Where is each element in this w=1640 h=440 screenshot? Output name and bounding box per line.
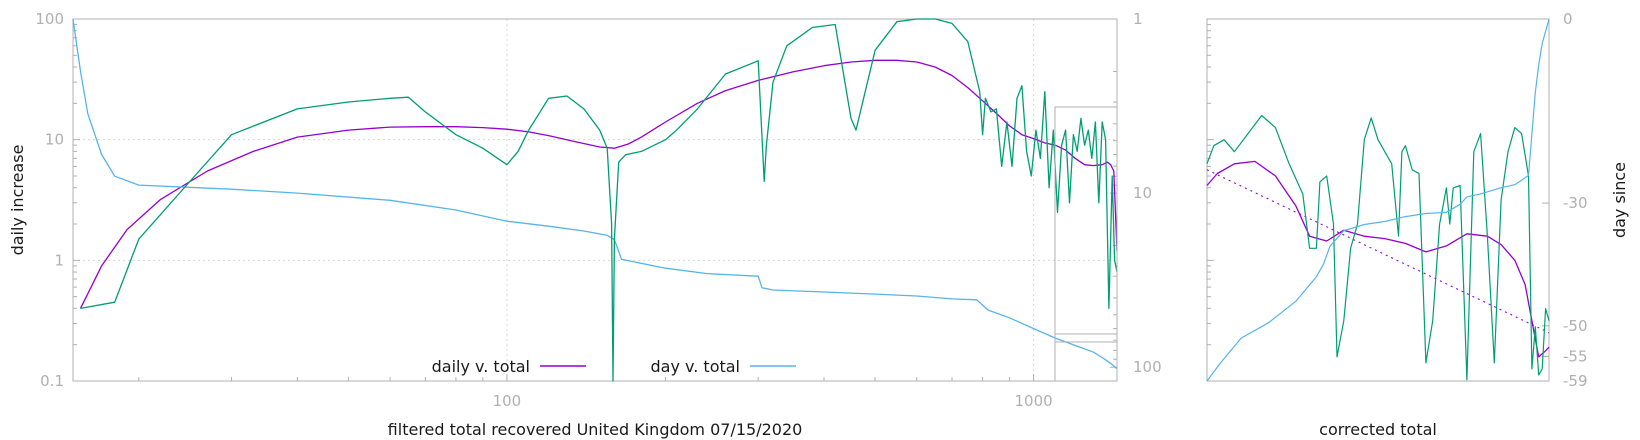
- y2-tick-label: 10: [1133, 184, 1152, 202]
- series-day-v-total: [72, 18, 1118, 370]
- side-y2-tick-label: -55: [1563, 347, 1588, 365]
- main-series: [72, 18, 1118, 382]
- y-tick-label: 0.1: [40, 372, 64, 390]
- side-series: [1206, 18, 1550, 382]
- y-tick-label: 1: [54, 251, 64, 269]
- side-y2-tick-label: -30: [1563, 194, 1588, 212]
- legend-label-daily: daily v. total: [432, 357, 530, 376]
- y-tick-label: 10: [45, 131, 64, 149]
- side-y2-tick-label: -59: [1563, 372, 1588, 390]
- side-series-day: [1206, 18, 1550, 382]
- main-ticks: 0.1 1 10 100 100 1000 1 10 100: [35, 10, 1161, 410]
- main-plot: 0.1 1 10 100 100 1000 1 10 100 daily v. total da…: [8, 10, 1162, 439]
- legend: daily v. total day v. total: [432, 357, 796, 376]
- side-plot: 0 -30 -50 -55 -59 corrected total day since: [1206, 10, 1629, 439]
- legend-label-day: day v. total: [651, 357, 741, 376]
- series-raw-daily: [80, 18, 1118, 382]
- side-series-fit: [1206, 160, 1550, 358]
- side-y2-tick-label: 0: [1563, 10, 1573, 28]
- inset-box: [1054, 106, 1118, 382]
- side-y2-tick-label: -50: [1563, 317, 1588, 335]
- side-series-trend: [1206, 169, 1550, 334]
- side-series-raw: [1206, 114, 1550, 381]
- inset-box-outline: [1054, 106, 1118, 382]
- side-plot-frame: [1206, 18, 1550, 382]
- main-grid: [73, 19, 1117, 381]
- side-x-axis-label: corrected total: [1319, 420, 1437, 439]
- series-daily-v-total: [79, 59, 1118, 309]
- main-x-axis-label: filtered total recovered United Kingdom …: [388, 420, 803, 439]
- y2-tick-label: 1: [1133, 10, 1143, 28]
- main-y-axis-label: daily increase: [8, 145, 27, 256]
- x-tick-label: 1000: [1015, 392, 1053, 410]
- side-ticks: 0 -30 -50 -55 -59: [1207, 10, 1588, 390]
- y-tick-label: 100: [35, 10, 64, 28]
- side-y2-axis-label: day since: [1610, 162, 1629, 238]
- y2-tick-label: 100: [1133, 358, 1162, 376]
- main-plot-frame: [72, 18, 1118, 382]
- x-tick-label: 100: [493, 392, 522, 410]
